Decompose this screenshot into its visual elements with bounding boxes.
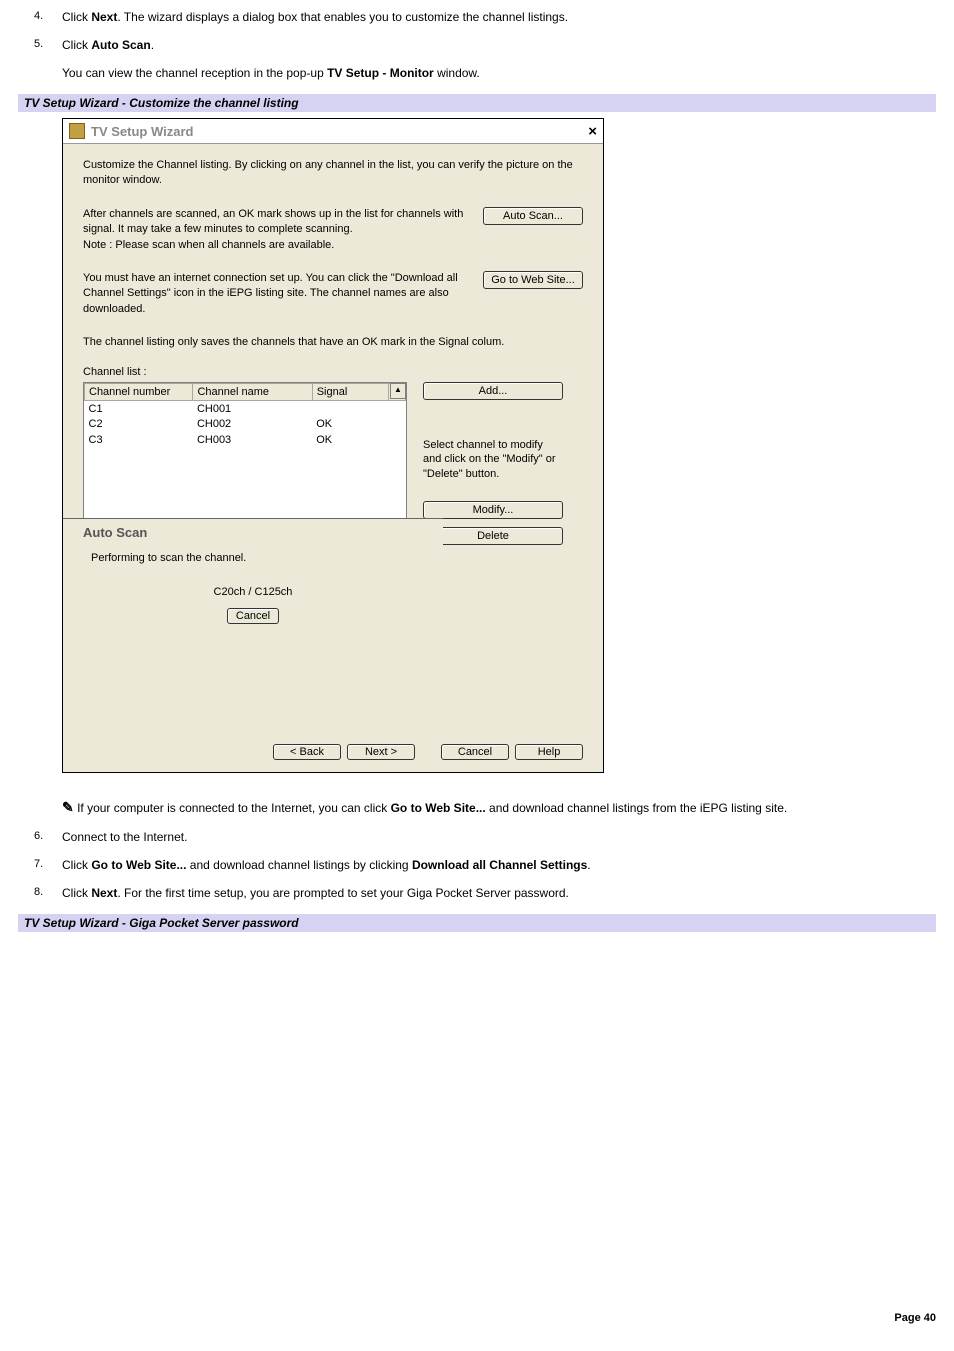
autoscan-cancel-button[interactable]: Cancel [227, 608, 279, 624]
autoscan-button[interactable]: Auto Scan... [483, 207, 583, 225]
step-5-num: 5. [34, 38, 43, 50]
table-row[interactable]: C1 CH001 [85, 400, 406, 416]
add-button[interactable]: Add... [423, 382, 563, 400]
section-heading-customize: TV Setup Wizard - Customize the channel … [18, 94, 936, 112]
autoscan-desc: After channels are scanned, an OK mark s… [83, 207, 465, 253]
autoscan-panel: Auto Scan Performing to scan the channel… [63, 518, 443, 632]
col-signal[interactable]: Signal [312, 383, 388, 400]
table-row[interactable]: C3 CH003 OK [85, 432, 406, 448]
col-channel-number[interactable]: Channel number [85, 383, 193, 400]
save-note: The channel listing only saves the chann… [83, 335, 583, 350]
step-6: 6. Connect to the Internet. [44, 830, 936, 844]
step-5-text: Click Auto Scan. [62, 38, 154, 52]
autoscan-status: Performing to scan the channel. [91, 552, 423, 564]
scroll-up-icon[interactable]: ▲ [390, 383, 406, 399]
gotoweb-desc: You must have an internet connection set… [83, 271, 465, 317]
step-8-text: Click Next. For the first time setup, yo… [62, 886, 569, 900]
step-6-text: Connect to the Internet. [62, 830, 187, 844]
dialog-title: TV Setup Wizard [69, 123, 193, 139]
close-icon[interactable]: × [588, 124, 597, 139]
step-8: 8. Click Next. For the first time setup,… [44, 886, 936, 900]
step-4-num: 4. [34, 10, 43, 22]
tip-note: ✎ If your computer is connected to the I… [62, 797, 936, 818]
channel-list-label: Channel list : [83, 366, 583, 378]
autoscan-channel: C20ch / C125ch [83, 586, 423, 598]
step-8-num: 8. [34, 886, 43, 898]
section-heading-password: TV Setup Wizard - Giga Pocket Server pas… [18, 914, 936, 932]
step-7-num: 7. [34, 858, 43, 870]
wizard-icon [69, 123, 85, 139]
step-7: 7. Click Go to Web Site... and download … [44, 858, 936, 872]
next-button[interactable]: Next > [347, 744, 415, 760]
step-6-num: 6. [34, 830, 43, 842]
help-button[interactable]: Help [515, 744, 583, 760]
step-4: 4. Click Next. The wizard displays a dia… [44, 10, 936, 24]
col-channel-name[interactable]: Channel name [193, 383, 312, 400]
dialog-intro: Customize the Channel listing. By clicki… [83, 158, 583, 189]
step-5-subtext: You can view the channel reception in th… [62, 66, 936, 80]
step-4-text: Click Next. The wizard displays a dialog… [62, 10, 568, 24]
cancel-button[interactable]: Cancel [441, 744, 509, 760]
autoscan-title: Auto Scan [83, 525, 423, 540]
wizard-footer: < Back Next > Cancel Help [63, 728, 603, 764]
table-row[interactable]: C2 CH002 OK [85, 416, 406, 432]
gotoweb-button[interactable]: Go to Web Site... [483, 271, 583, 289]
note-icon: ✎ [62, 799, 74, 815]
delete-button[interactable]: Delete [423, 527, 563, 545]
page-number: Page 40 [18, 1312, 936, 1324]
table-header-row: Channel number Channel name Signal [85, 383, 406, 400]
modify-hint: Select channel to modify and click on th… [423, 438, 563, 481]
back-button[interactable]: < Back [273, 744, 341, 760]
tv-setup-wizard-dialog: TV Setup Wizard × Customize the Channel … [62, 118, 604, 773]
dialog-titlebar: TV Setup Wizard × [63, 119, 603, 144]
step-5: 5. Click Auto Scan. [44, 38, 936, 52]
modify-button[interactable]: Modify... [423, 501, 563, 519]
step-7-text: Click Go to Web Site... and download cha… [62, 858, 591, 872]
